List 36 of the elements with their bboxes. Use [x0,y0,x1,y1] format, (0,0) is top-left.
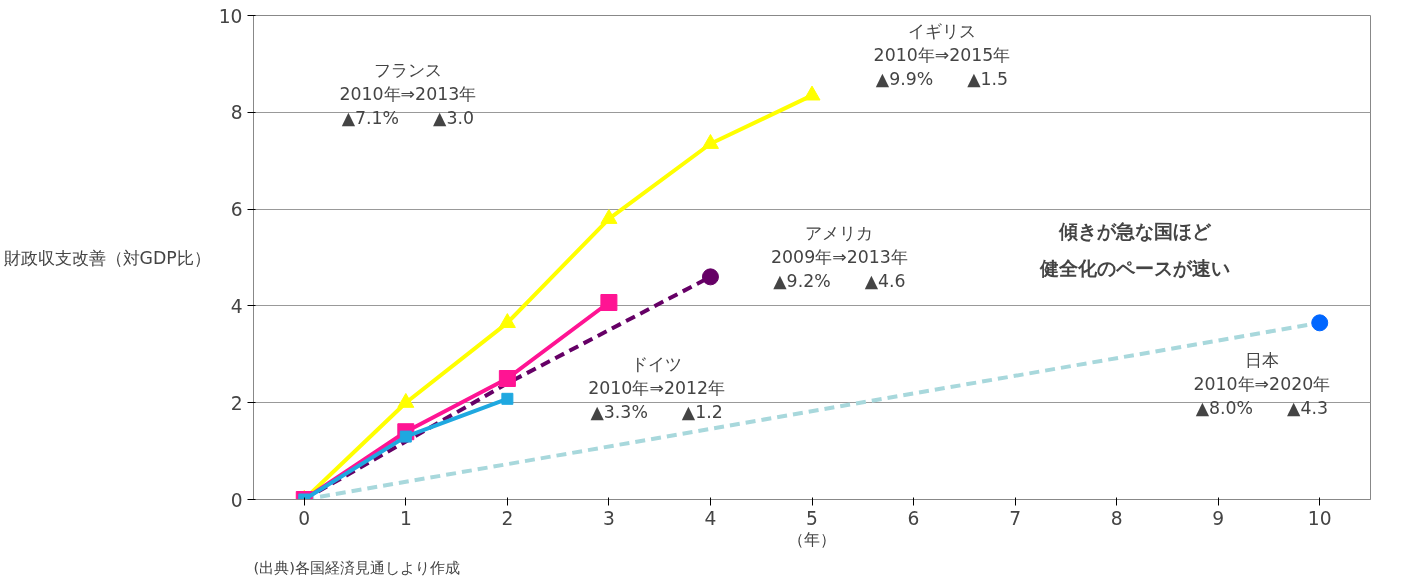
x-tick-label: 1 [399,507,412,529]
point [701,268,719,286]
point [498,370,516,387]
point [600,294,618,312]
x-axis-title: （年） [788,529,836,549]
annotation: 健全化のペースが速い [1038,257,1230,279]
y-tick-label: 6 [230,199,243,221]
x-tick-label: 10 [1307,507,1332,529]
x-tick-label: 4 [704,507,717,529]
y-tick-label: 2 [230,392,243,414]
point [803,85,821,101]
y-tick-label: 0 [230,489,243,511]
x-tick-label: 8 [1110,507,1123,529]
text: (出典)各国経済見通しより作成 [253,558,460,576]
annotation: フランス 2010年⇒2013年 ▲7.1% ▲3.0 [339,60,477,129]
point [1311,314,1329,332]
annotation: ドイツ 2010年⇒2012年 ▲3.3% ▲1.2 [588,353,725,422]
annotation: アメリカ 2009年⇒2013年 ▲9.2% ▲4.6 [771,223,908,292]
y-tick-label: 4 [230,295,243,317]
annotation: 傾きが急な国ほど [1057,221,1212,243]
annotation: 日本 2010年⇒2020年 ▲8.0% ▲4.3 [1193,349,1331,418]
annotation: イギリス 2010年⇒2015年 ▲9.9% ▲1.5 [873,21,1011,90]
point [600,209,618,224]
x-tick-label: 2 [501,507,514,529]
x-tick-label: 5 [806,507,818,529]
y-tick-label: 10 [218,5,243,27]
point [501,392,514,405]
x-tick-label: 6 [907,507,920,529]
x-tick-label: 7 [1009,507,1022,529]
point [498,313,516,328]
x-tick-label: 0 [298,507,311,529]
point [701,134,719,149]
y-tick-label: 8 [230,102,243,124]
x-tick-label: 3 [602,507,615,529]
x-tick-label: 9 [1212,507,1225,529]
y-axis-title: 財政収支改善（対GDP比） [3,247,211,268]
